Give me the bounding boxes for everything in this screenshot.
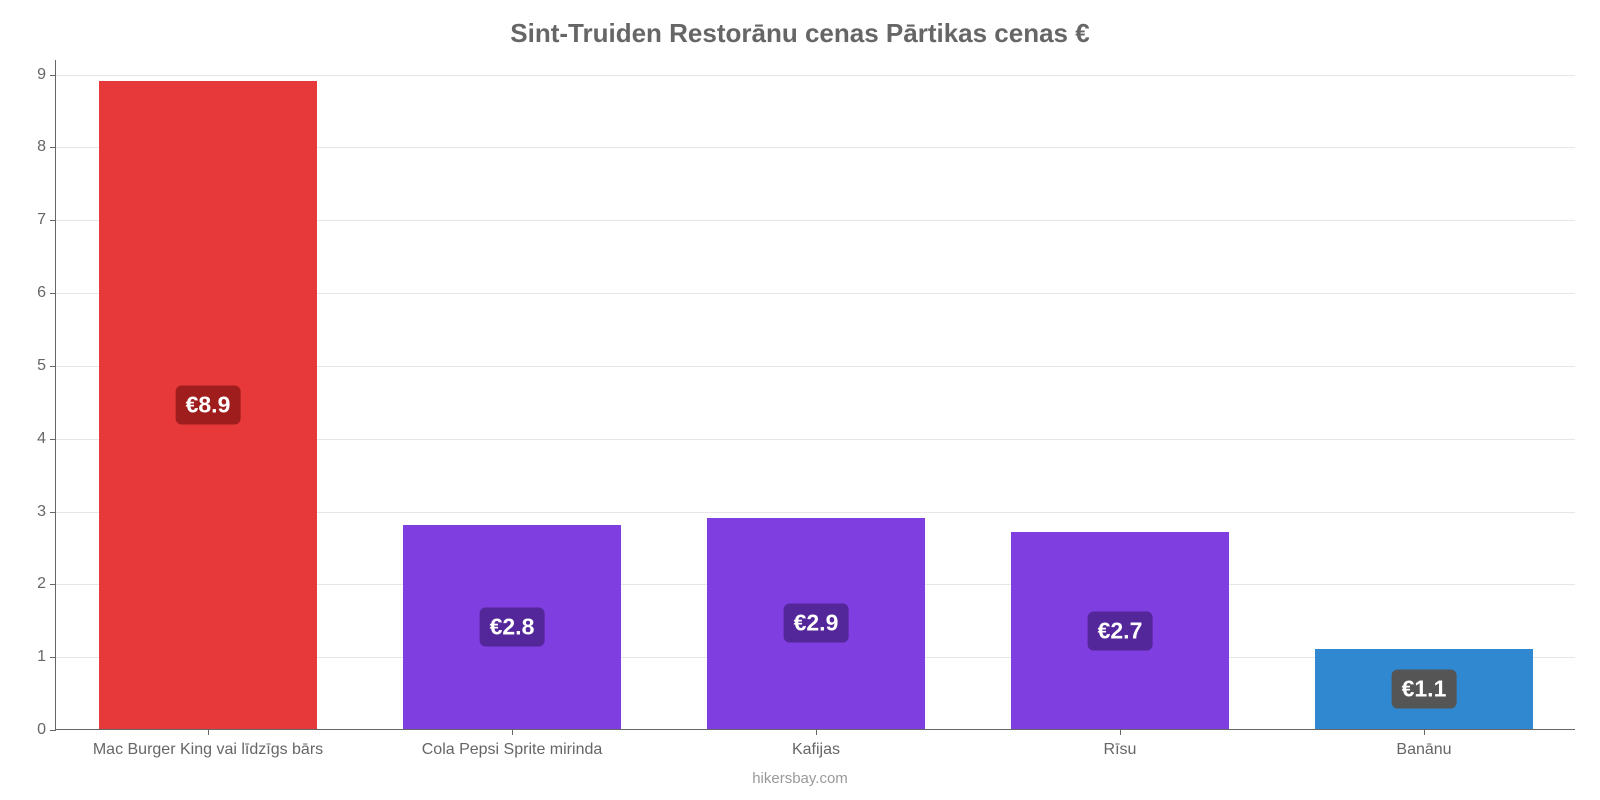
bar-chart: Sint-Truiden Restorānu cenas Pārtikas ce… bbox=[0, 0, 1600, 800]
y-tick-label: 1 bbox=[37, 648, 56, 666]
y-tick-label: 3 bbox=[37, 503, 56, 521]
x-tick-label: Banānu bbox=[1396, 729, 1451, 759]
bar: €2.7 bbox=[1011, 532, 1230, 729]
bar-value-label: €2.8 bbox=[480, 608, 545, 647]
y-tick-label: 9 bbox=[37, 66, 56, 84]
bar-value-label: €2.7 bbox=[1088, 611, 1153, 650]
y-tick-label: 2 bbox=[37, 575, 56, 593]
y-tick-label: 0 bbox=[37, 721, 56, 739]
y-tick-label: 6 bbox=[37, 284, 56, 302]
x-tick-label: Mac Burger King vai līdzīgs bārs bbox=[93, 729, 323, 759]
bar: €8.9 bbox=[99, 81, 318, 729]
bar: €2.8 bbox=[403, 525, 622, 729]
x-tick-label: Cola Pepsi Sprite mirinda bbox=[422, 729, 603, 759]
gridline bbox=[56, 75, 1575, 76]
chart-title: Sint-Truiden Restorānu cenas Pārtikas ce… bbox=[0, 18, 1600, 49]
x-tick-label: Rīsu bbox=[1104, 729, 1137, 759]
chart-footer: hikersbay.com bbox=[0, 770, 1600, 787]
bar-value-label: €2.9 bbox=[784, 604, 849, 643]
bar-value-label: €1.1 bbox=[1392, 669, 1457, 708]
y-tick-label: 4 bbox=[37, 430, 56, 448]
bar-value-label: €8.9 bbox=[176, 385, 241, 424]
x-tick-label: Kafijas bbox=[792, 729, 840, 759]
plot-area: 0123456789€8.9Mac Burger King vai līdzīg… bbox=[55, 60, 1575, 730]
bar: €2.9 bbox=[707, 518, 926, 729]
y-tick-label: 5 bbox=[37, 357, 56, 375]
y-tick-label: 8 bbox=[37, 138, 56, 156]
bar: €1.1 bbox=[1315, 649, 1534, 729]
y-tick-label: 7 bbox=[37, 211, 56, 229]
